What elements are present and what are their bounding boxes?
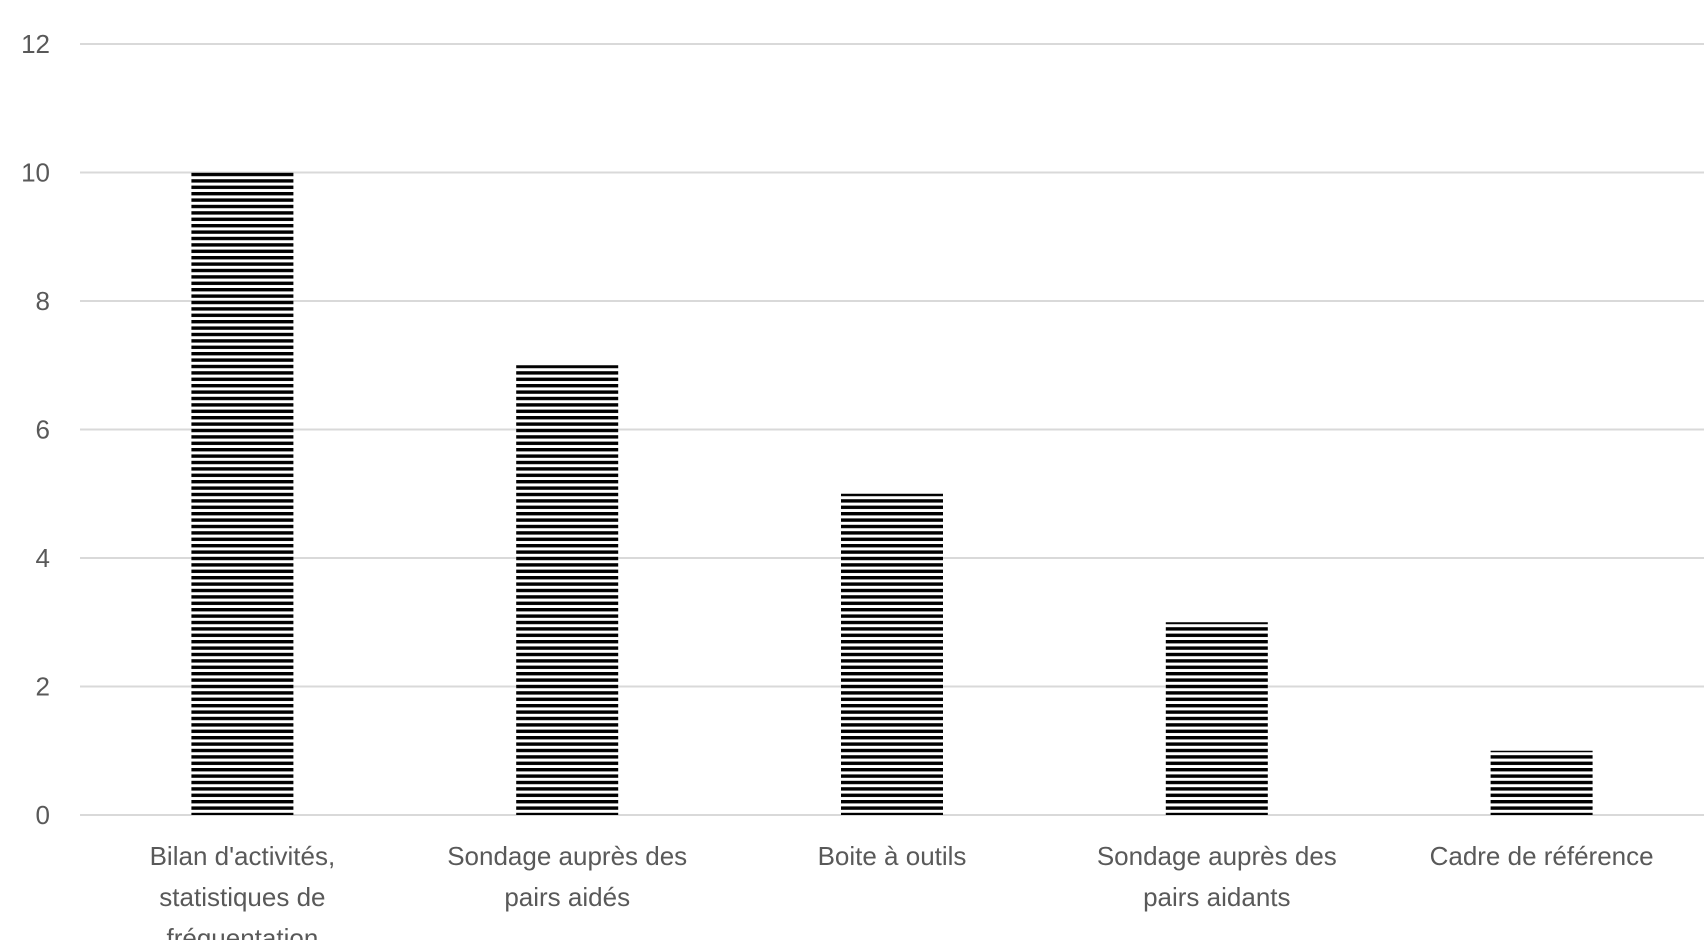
bar xyxy=(1165,622,1268,815)
bar xyxy=(1490,750,1593,815)
x-category-label-line: Cadre de référence xyxy=(1430,841,1654,871)
x-category-label-line: statistiques de xyxy=(159,882,325,912)
x-category-label: Boite à outils xyxy=(818,841,967,871)
y-tick-label: 2 xyxy=(36,672,50,702)
bar xyxy=(516,365,619,815)
y-tick-label: 6 xyxy=(36,415,50,445)
bar xyxy=(191,172,294,815)
bar xyxy=(841,493,943,815)
x-category-label-line: pairs aidés xyxy=(504,882,630,912)
y-tick-label: 12 xyxy=(21,29,50,59)
x-category-label-line: Bilan d'activités, xyxy=(150,841,336,871)
x-category-label-line: Boite à outils xyxy=(818,841,967,871)
x-axis-labels: Bilan d'activités, statistiques de fréquen… xyxy=(150,841,1654,940)
bars xyxy=(191,172,1593,815)
x-category-label: Sondage auprès des pairs aidants xyxy=(1097,841,1337,912)
x-category-label: Cadre de référence xyxy=(1430,841,1654,871)
x-category-label-line: fréquentation xyxy=(167,923,319,940)
x-category-label-line: Sondage auprès des xyxy=(447,841,687,871)
x-category-label: Bilan d'activités, statistiques de fréquen… xyxy=(150,841,336,940)
y-axis-ticks: 0 2 4 6 8 10 12 xyxy=(21,29,50,830)
y-tick-label: 0 xyxy=(36,800,50,830)
x-category-label-line: pairs aidants xyxy=(1143,882,1290,912)
y-tick-label: 10 xyxy=(21,158,50,188)
x-category-label: Sondage auprès des pairs aidés xyxy=(447,841,687,912)
y-tick-label: 4 xyxy=(36,543,50,573)
x-category-label-line: Sondage auprès des xyxy=(1097,841,1337,871)
y-tick-label: 8 xyxy=(36,286,50,316)
